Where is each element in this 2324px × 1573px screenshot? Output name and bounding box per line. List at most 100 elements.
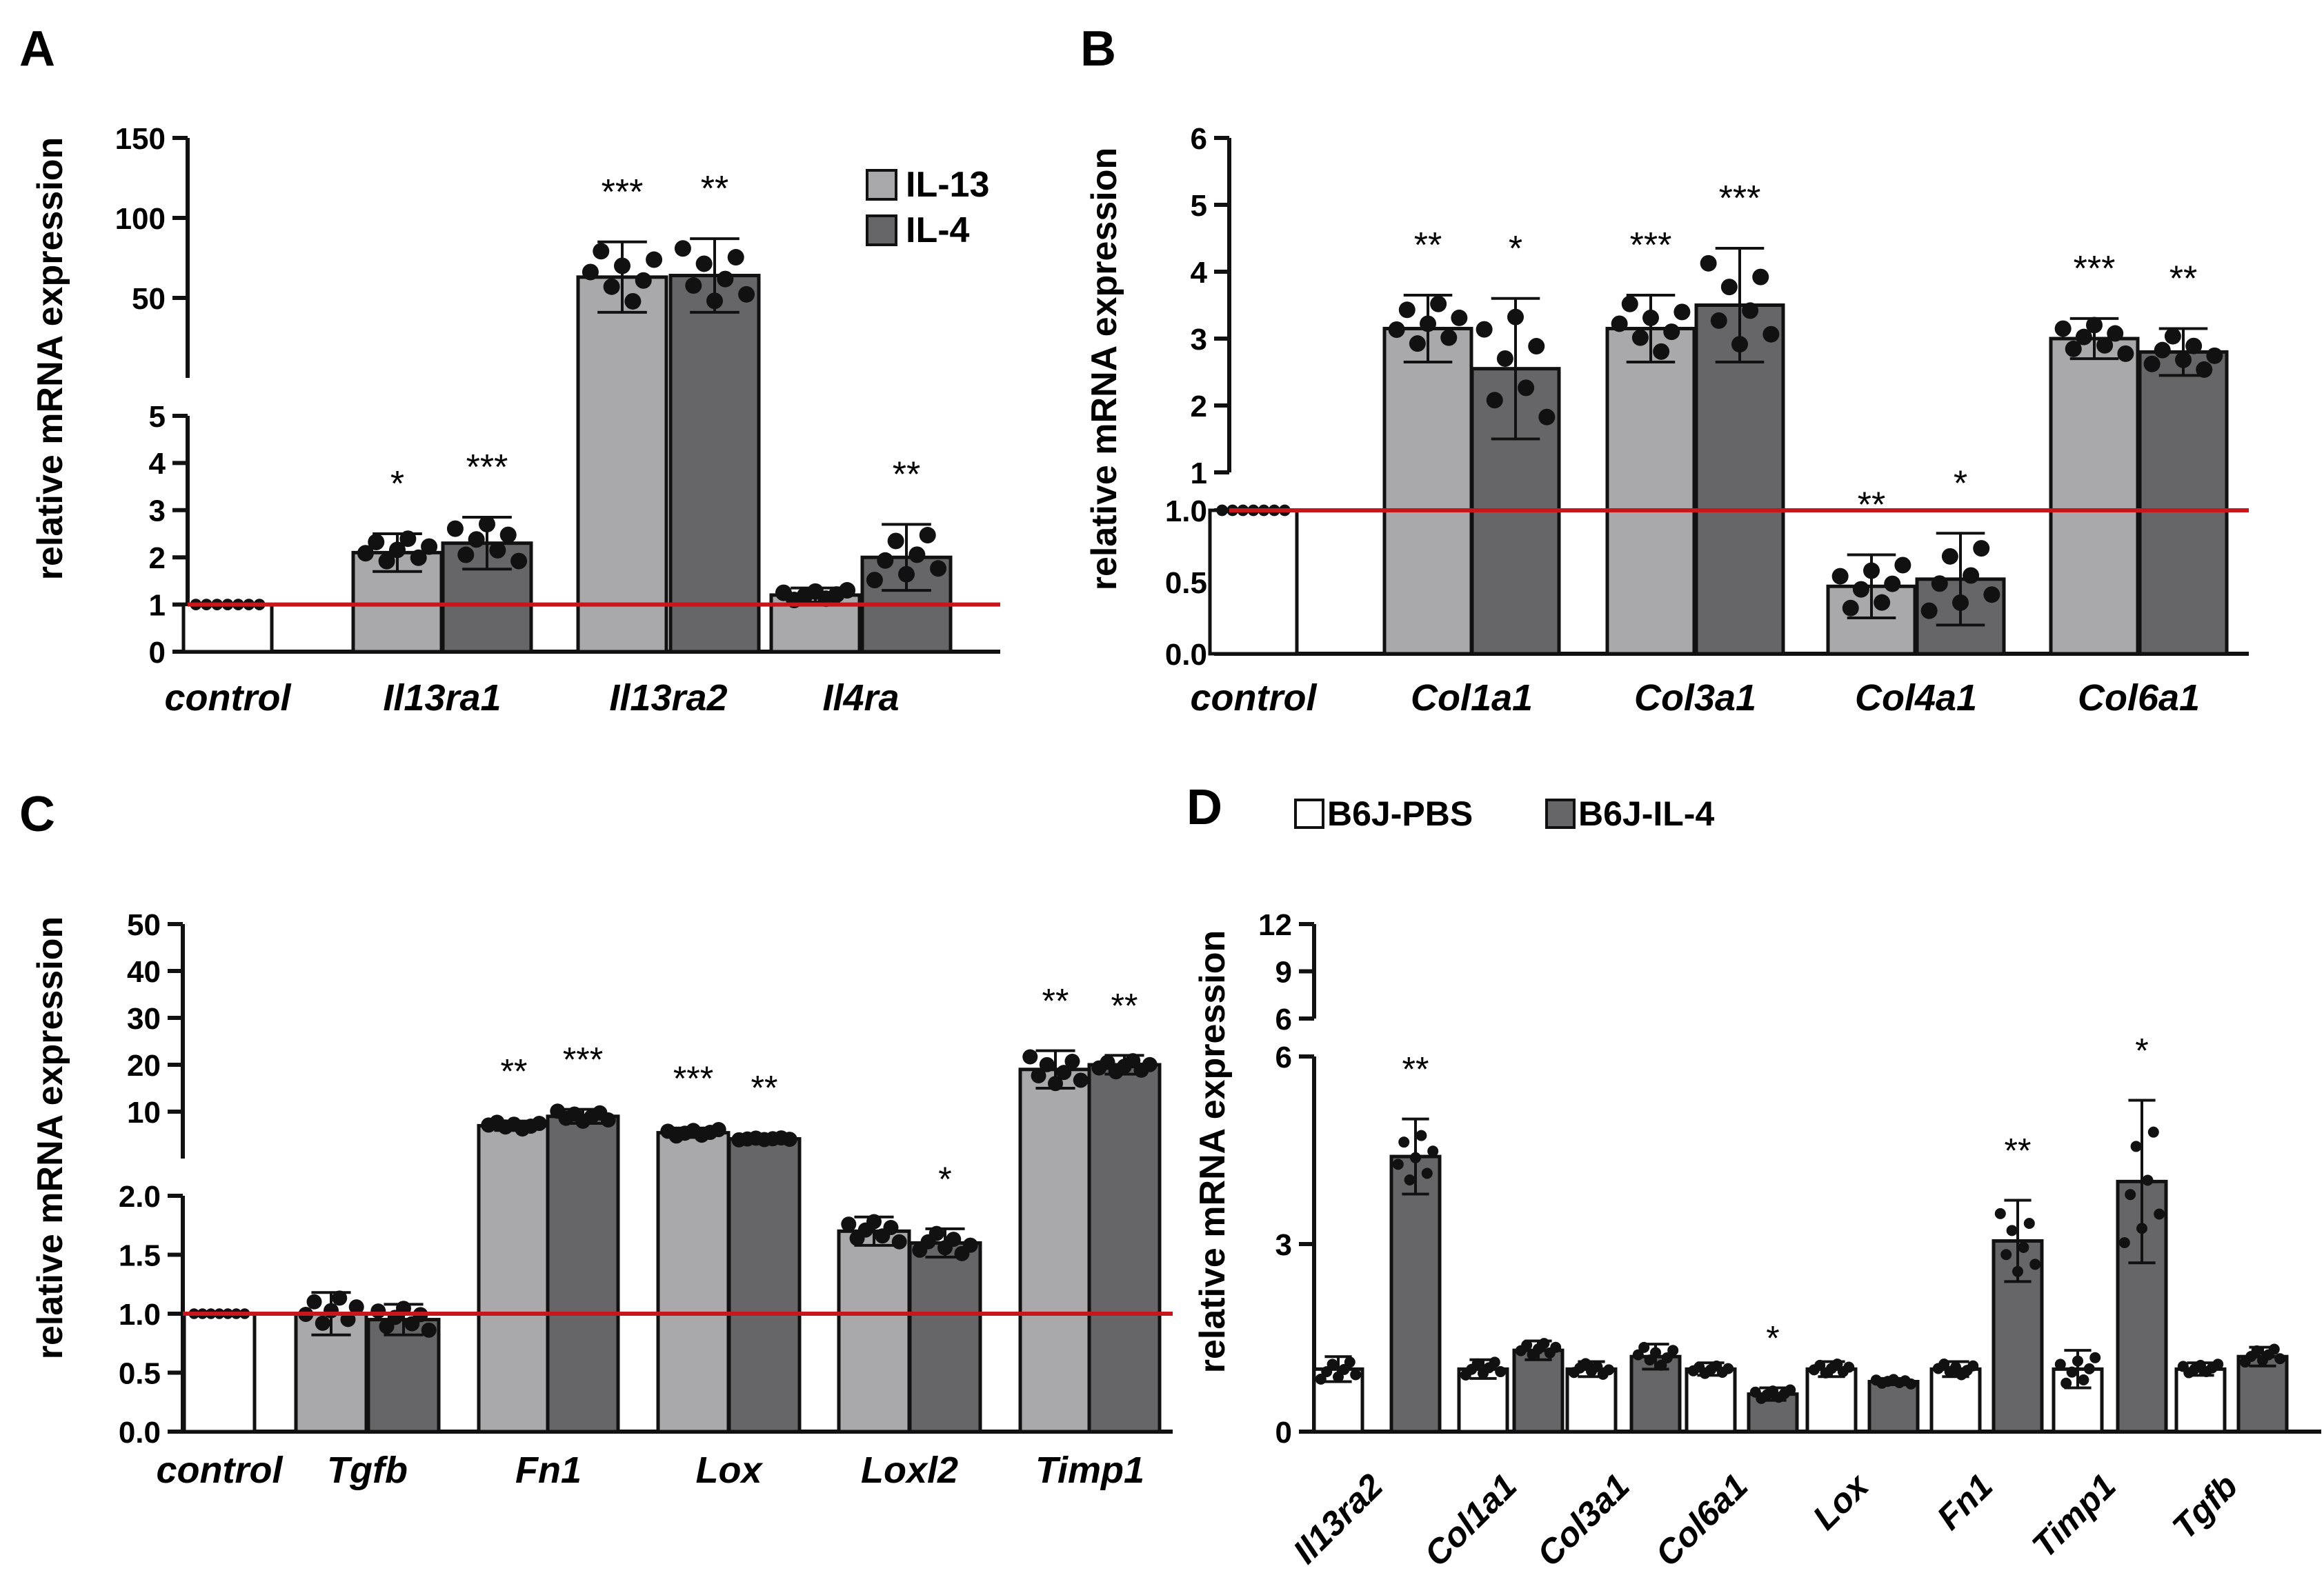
panel-c-dot-Tgfb (370, 1303, 386, 1319)
panel-a-significance-Il13ra1: * (390, 464, 404, 504)
panel-d-bar-Tgfb-B6J-IL-4 (2236, 1354, 2289, 1434)
panel-d-dot-Timp1 (2118, 1236, 2130, 1248)
panel-d-dot-Il13ra2 (1427, 1145, 1439, 1157)
panel-b-dot-Col1a1 (1398, 301, 1416, 319)
panel-d-dot-Tgfb (2268, 1343, 2280, 1355)
panel-b-y-tick-label: 2 (1191, 390, 1207, 423)
panel-d-dot-Fn1 (2023, 1218, 2035, 1230)
panel-b-dot-Col3a1 (1742, 302, 1759, 319)
panel-d-dot-Lox (1814, 1359, 1826, 1371)
panel-d-dot-Tgfb (2274, 1353, 2286, 1365)
panel-b-dot-Col1a1 (1430, 295, 1447, 312)
panel-d-dot-Col1a1 (1495, 1366, 1507, 1378)
panel-c-dot-Tgfb (348, 1299, 364, 1315)
panel-c-category-Timp1: Timp1 (1035, 1450, 1144, 1491)
panel-c-significance-Loxl2: * (938, 1160, 951, 1199)
panel-b-dot-Col1a1 (1538, 408, 1556, 425)
panel-b-category-Col1a1: Col1a1 (1411, 677, 1533, 719)
panel-label-b: B (1080, 21, 1116, 77)
panel-a-y-tick-label: 50 (132, 282, 166, 316)
panel-c-bar-Tgfb-IL-13 (294, 1312, 368, 1434)
panel-b-dot-Col4a1 (1894, 557, 1911, 574)
panel-a-dot-Il4ra (919, 527, 936, 544)
panel-d-dot-Fn1 (1950, 1361, 1961, 1373)
panel-d-dot-Col3a1 (1603, 1364, 1615, 1376)
legend-swatch-pbs (1294, 799, 1324, 829)
panel-a-y-tick-label: 100 (115, 202, 166, 236)
panel-c-dot-Tgfb (332, 1290, 348, 1306)
panel-d-dot-Col1a1 (1489, 1356, 1500, 1368)
panel-b-dot-Col3a1 (1731, 336, 1748, 353)
panel-b-significance-Col1a1: * (1509, 229, 1522, 269)
panel-a-dot-Il4ra (866, 572, 883, 589)
panel-a-dot-Il13ra1 (357, 545, 374, 562)
panel-c-y-tick-label: 0.0 (119, 1416, 161, 1450)
panel-c-y-tick-label: 10 (127, 1096, 161, 1130)
panel-a-dot-Il13ra1 (479, 515, 495, 532)
panel-b-bar-Col6a1-IL-13 (2049, 337, 2140, 656)
panel-a-significance-Il13ra2: *** (602, 172, 644, 212)
panel-d-dot-Col3a1 (1591, 1361, 1603, 1372)
panel-a-significance-Il13ra1: *** (466, 448, 508, 488)
panel-b-dot-Col3a1 (1752, 268, 1769, 285)
panel-b-category-Col6a1: Col6a1 (2078, 677, 2200, 719)
panel-c-dot-Lox (711, 1122, 726, 1138)
panel-d-dot-Il13ra2 (1398, 1136, 1410, 1148)
panel-a-dot-Il13ra2 (582, 263, 599, 281)
panel-a-y-tick-label: 3 (149, 494, 166, 528)
panel-a-dot-Il4ra (930, 560, 947, 577)
panel-a-dot-Il13ra1 (489, 541, 506, 559)
panel-d-dot-Col3a1 (1661, 1352, 1673, 1363)
panel-c-bar-Lox-IL-13 (656, 1131, 731, 1434)
panel-d-dot-Timp1 (2130, 1141, 2142, 1152)
panel-d-significance-Col6a1: * (1766, 1319, 1779, 1358)
panel-d-dot-Timp1 (2154, 1208, 2165, 1220)
panel-d-dot-Il13ra2 (1416, 1130, 1427, 1141)
panel-d-dot-Timp1 (2125, 1189, 2136, 1201)
panel-b-y-tick-label: 5 (1191, 189, 1207, 223)
panel-b-significance-Col6a1: ** (2169, 259, 2197, 299)
panel-c-significance-Timp1: ** (1042, 982, 1069, 1021)
panel-b-dot-Col4a1 (1863, 562, 1880, 579)
panel-d-dot-Il13ra2 (1344, 1356, 1355, 1368)
panel-d-significance-Fn1: ** (2005, 1132, 2032, 1170)
panel-d-category-Il13ra2: Il13ra2 (1286, 1466, 1391, 1571)
panel-b-significance-Col4a1: * (1954, 463, 1967, 503)
panel-b-bar-control-control (1208, 508, 1299, 656)
panel-label-a: A (19, 21, 55, 77)
panel-c-dot-Timp1 (1064, 1054, 1080, 1070)
panel-c-dot-Timp1 (1039, 1056, 1055, 1072)
panel-c-ylabel: relative mRNA expression (30, 916, 70, 1360)
panel-a-dot-Il4ra (839, 582, 856, 599)
panel-d-dot-Il13ra2 (1404, 1174, 1416, 1186)
panel-a-dot-Il13ra2 (593, 243, 610, 260)
panel-b-dot-Col6a1 (2086, 317, 2103, 334)
panel-c-dot-Loxl2 (962, 1237, 978, 1253)
panel-b-dot-Col4a1 (1973, 540, 1990, 557)
panel-b-dot-Col4a1 (1831, 568, 1849, 585)
panel-a-dot-Il13ra1 (399, 530, 417, 548)
panel-d-significance-Timp1: * (2135, 1031, 2148, 1070)
panel-d-bar-Col6a1-B6J-PBS (1685, 1367, 1737, 1434)
panel-d-dot-Fn1 (1938, 1359, 1950, 1370)
panel-b-dot-control (1216, 504, 1229, 517)
panel-d-dot-Timp1 (2072, 1355, 2083, 1367)
panel-d-dot-Timp1 (2147, 1126, 2159, 1138)
panel-b-bar-Col6a1-IL-4 (2138, 350, 2229, 656)
panel-a-dot-Il13ra1 (389, 541, 406, 559)
panel-c-dot-Timp1 (1073, 1072, 1089, 1088)
panel-b-dot-Col4a1 (1852, 581, 1869, 598)
panel-c-y-tick-label: 50 (127, 908, 161, 942)
panel-a-dot-Il13ra1 (368, 534, 385, 551)
panel-d-category-Lox: Lox (1805, 1465, 1877, 1537)
panel-a-dot-Il13ra1 (378, 552, 395, 570)
panel-c-significance-Lox: *** (673, 1059, 713, 1098)
panel-d-bar-Col1a1-B6J-IL-4 (1512, 1348, 1565, 1434)
panel-c-dot-Tgfb (315, 1315, 330, 1331)
panel-a-dot-Il13ra2 (614, 257, 630, 274)
panel-d-dot-Timp1 (2142, 1174, 2154, 1186)
panel-d-dot-Timp1 (2136, 1223, 2147, 1234)
panel-c-y-tick-label: 40 (127, 955, 161, 989)
